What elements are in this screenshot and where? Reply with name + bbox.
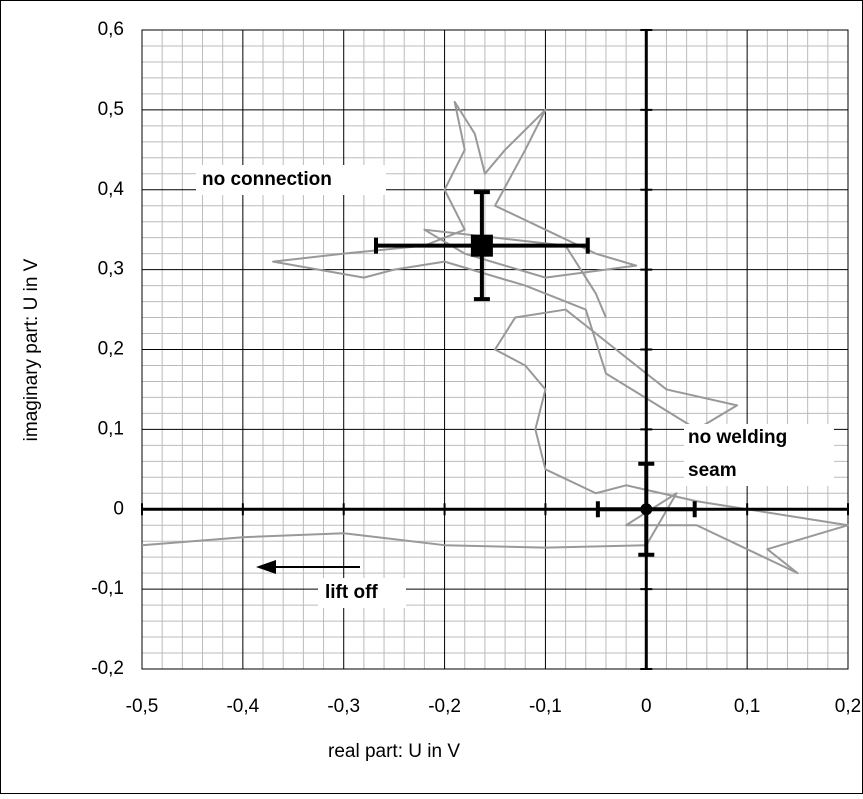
x-tick-label: 0,1 [734,696,760,717]
x-tick-label: 0,2 [835,696,861,717]
marker [470,234,493,257]
arrow-head [256,560,276,574]
y-tick-label: 0,6 [98,19,124,40]
y-tick-label: 0,3 [98,259,124,280]
x-tick-label: 0 [641,696,652,717]
annotation-bg [196,165,386,195]
annotation: lift off [325,582,378,603]
x-tick-label: -0,2 [428,696,461,717]
annotation: no connection [202,169,332,190]
annotation-bg [684,424,834,486]
y-tick-label: 0,5 [98,99,124,120]
plot-border [141,29,849,670]
y-axis-label: imaginary part: U in V [21,258,42,441]
x-tick-label: -0,1 [529,696,562,717]
x-tick-label: -0,4 [226,696,259,717]
y-tick-label: 0,4 [98,179,125,200]
trace-line [141,100,849,575]
x-tick-label: -0,3 [327,696,360,717]
annotation: no welding [688,427,787,448]
x-tick-label: -0,5 [126,696,159,717]
y-tick-label: 0,1 [98,418,124,439]
y-tick-label: -0,1 [91,578,124,599]
trace [141,100,849,575]
y-tick-label: 0 [113,498,124,519]
y-tick-label: 0,2 [98,339,124,360]
y-tick-label: -0,2 [91,658,124,679]
annotation-bg [318,578,406,608]
marker [640,503,653,516]
x-axis-label: real part: U in V [328,741,460,762]
axes [141,29,849,670]
annotation: seam [688,460,737,481]
